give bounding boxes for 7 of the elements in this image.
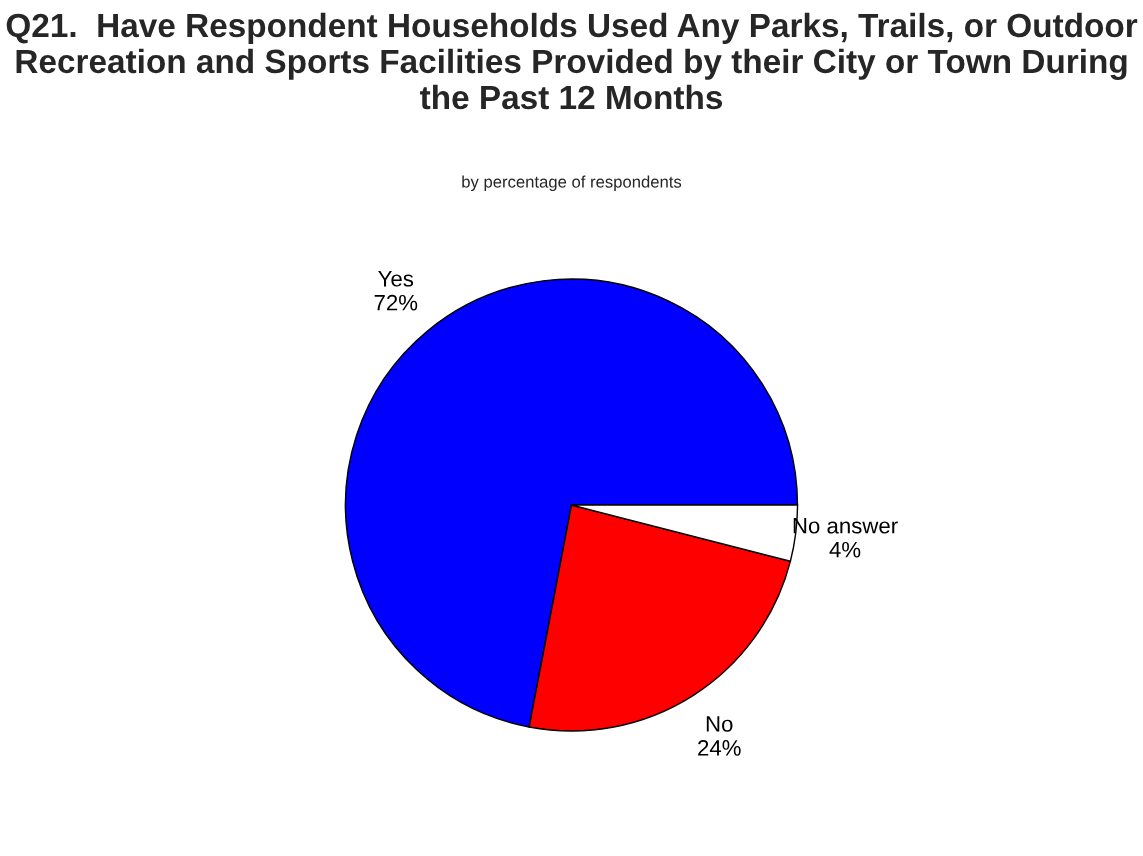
data-label: 24% (698, 740, 741, 756)
slice-label: No (706, 716, 733, 732)
chart-title: Q21. Have Respondent Households Used Any Parks, Trails, or Outdoor Recreation and Sports Facilities Provided by their City or Town During the Past 12 Months (6, 12, 1138, 110)
data-label: 4% (829, 541, 861, 558)
chart-subtitle: by percentage of respondents (462, 175, 682, 192)
data-label: 72% (374, 294, 418, 311)
slice-label: Yes (378, 271, 414, 287)
